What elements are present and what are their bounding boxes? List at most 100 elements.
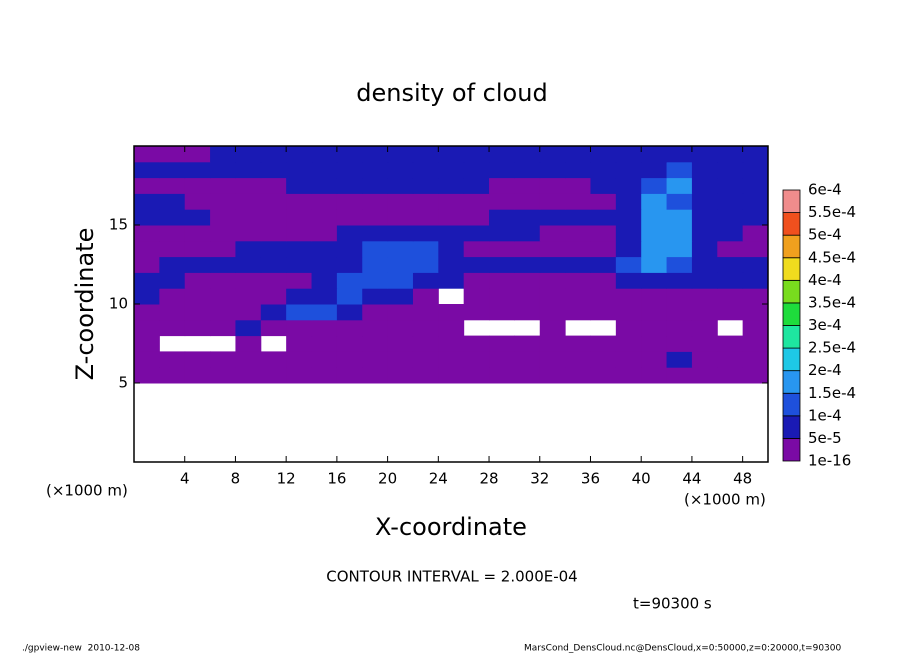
contour-cell xyxy=(184,319,211,337)
contour-cell xyxy=(514,256,541,273)
contour-cell xyxy=(438,193,465,210)
contour-cell xyxy=(260,351,287,368)
contour-cell xyxy=(666,146,693,163)
contour-cell xyxy=(615,304,642,321)
contour-cell xyxy=(235,161,262,179)
colorbar-label: 6e-4 xyxy=(808,181,842,199)
contour-cell xyxy=(387,256,414,273)
contour-cell xyxy=(286,193,313,210)
chart-title: density of cloud xyxy=(356,79,547,107)
contour-cell xyxy=(134,225,160,242)
contour-cell xyxy=(463,193,490,210)
contour-cell xyxy=(742,177,769,194)
contour-cell xyxy=(235,209,262,226)
contour-cell xyxy=(590,351,617,368)
contour-cell xyxy=(311,146,338,163)
contour-cell xyxy=(489,209,515,226)
colorbar-box xyxy=(782,234,801,259)
contour-cell xyxy=(438,304,465,321)
contour-cell xyxy=(311,367,338,384)
colorbar-box xyxy=(782,257,801,281)
contour-cell xyxy=(438,351,465,368)
contour-cell xyxy=(387,193,414,210)
x-tick-label: 8 xyxy=(231,470,241,488)
contour-cell xyxy=(210,304,236,321)
y-axis-label: Z-coordinate xyxy=(71,228,99,381)
contour-cell xyxy=(412,161,439,179)
contour-cell xyxy=(641,288,668,305)
colorbar-label: 5e-5 xyxy=(808,429,842,447)
contour-cell xyxy=(590,240,617,258)
contour-cell xyxy=(362,225,389,242)
contour-cell xyxy=(134,351,160,368)
contour-cell xyxy=(286,272,313,289)
contour-cell xyxy=(742,319,769,337)
contour-cell xyxy=(489,225,515,242)
contour-cell xyxy=(489,304,515,321)
contour-cell xyxy=(489,161,515,179)
contour-cell xyxy=(463,146,490,163)
contour-cell xyxy=(311,209,338,226)
colorbar-label: 1e-4 xyxy=(808,406,842,424)
contour-cell xyxy=(336,256,363,273)
contour-cell xyxy=(387,319,414,337)
contour-cell xyxy=(717,304,744,321)
contour-cell xyxy=(235,225,262,242)
contour-cell xyxy=(184,304,211,321)
contour-cell xyxy=(159,367,186,384)
contour-cell xyxy=(641,225,668,242)
contour-cell xyxy=(387,161,414,179)
contour-cell xyxy=(742,193,769,210)
contour-cell xyxy=(412,240,439,258)
contour-cell xyxy=(362,288,389,305)
contour-cell xyxy=(565,146,591,163)
contour-cell xyxy=(514,304,541,321)
contour-interval: CONTOUR INTERVAL = 2.000E-04 xyxy=(326,568,577,586)
contour-cell xyxy=(565,351,591,368)
contour-cell xyxy=(742,351,769,368)
contour-cell xyxy=(286,225,313,242)
contour-cell xyxy=(742,272,769,289)
contour-cell xyxy=(438,161,465,179)
contour-cell xyxy=(514,240,541,258)
contour-cell xyxy=(615,161,642,179)
contour-cell xyxy=(691,240,718,258)
contour-cell xyxy=(590,146,617,163)
contour-cell xyxy=(134,335,160,352)
contour-cell xyxy=(235,177,262,194)
contour-cell xyxy=(412,367,439,384)
colorbar-label: 2.5e-4 xyxy=(808,339,856,357)
contour-cell xyxy=(641,351,668,368)
colorbar-box xyxy=(782,302,801,326)
contour-cell xyxy=(539,319,566,337)
contour-cell xyxy=(514,177,541,194)
contour-cell xyxy=(666,193,693,210)
x-tick-label: 24 xyxy=(429,470,448,488)
colorbar-label: 4e-4 xyxy=(808,271,842,289)
contour-cell xyxy=(210,351,236,368)
contour-cell xyxy=(438,256,465,273)
contour-cell xyxy=(717,225,744,242)
contour-cell xyxy=(134,367,160,384)
contour-cell xyxy=(235,288,262,305)
contour-cell xyxy=(184,256,211,273)
contour-cell xyxy=(463,367,490,384)
colorbar-box xyxy=(782,438,801,462)
contour-cell xyxy=(691,161,718,179)
contour-cell xyxy=(159,319,186,337)
contour-cell xyxy=(210,225,236,242)
contour-cell xyxy=(235,146,262,163)
contour-cell xyxy=(666,161,693,179)
contour-cell xyxy=(615,209,642,226)
contour-cell xyxy=(742,209,769,226)
contour-cell xyxy=(159,288,186,305)
contour-cell xyxy=(336,367,363,384)
contour-cell xyxy=(260,319,287,337)
contour-cell xyxy=(260,177,287,194)
contour-cell xyxy=(742,256,769,273)
contour-cell xyxy=(159,256,186,273)
contour-cell xyxy=(159,272,186,289)
contour-cell xyxy=(184,177,211,194)
contour-cell xyxy=(615,146,642,163)
contour-cell xyxy=(336,319,363,337)
